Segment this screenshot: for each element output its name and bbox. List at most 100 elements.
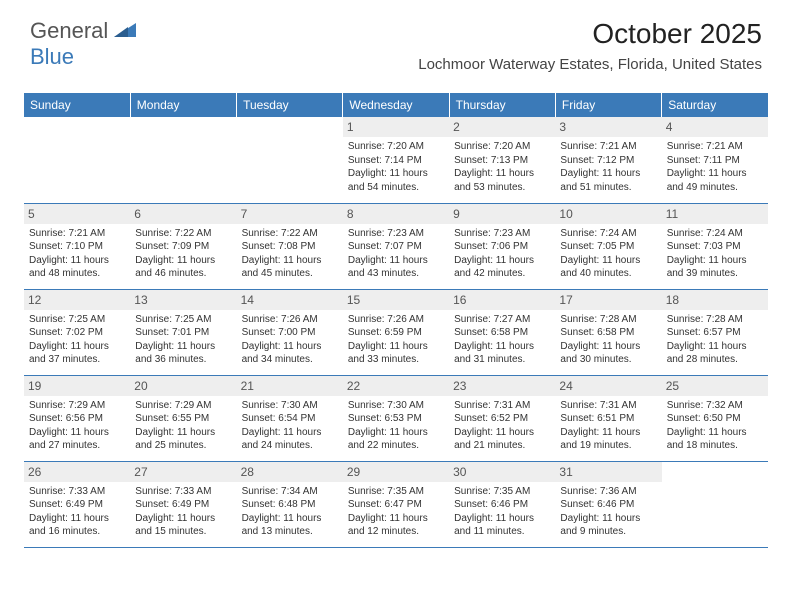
sunset-text: Sunset: 6:58 PM bbox=[560, 326, 656, 340]
calendar-row: 19 Sunrise: 7:29 AMSunset: 6:56 PM Dayligh… bbox=[24, 375, 768, 461]
calendar-cell: 26Sunrise: 7:33 AMSunset: 6:49 PMDayligh… bbox=[24, 461, 130, 547]
sunset-text: Sunset: 7:07 PM bbox=[348, 240, 444, 254]
calendar-cell: 15Sunrise: 7:26 AMSunset: 6:59 PMDayligh… bbox=[343, 289, 449, 375]
daylight-text: Daylight: 11 hours and 33 minutes. bbox=[348, 340, 444, 367]
day-number: 15 bbox=[343, 290, 449, 310]
calendar-cell: 11 Sunrise: 7:24 AMSunset: 7:03 PMDayligh… bbox=[662, 203, 768, 289]
sunset-text: Sunset: 7:01 PM bbox=[135, 326, 231, 340]
calendar-cell: 17Sunrise: 7:28 AMSunset: 6:58 PMDayligh… bbox=[555, 289, 661, 375]
daylight-text: Daylight: 11 hours and 39 minutes. bbox=[667, 254, 763, 281]
day-number: 17 bbox=[555, 290, 661, 310]
calendar-cell: 14Sunrise: 7:26 AMSunset: 7:00 PMDayligh… bbox=[237, 289, 343, 375]
calendar-cell: 1Sunrise: 7:20 AMSunset: 7:14 PMDaylight… bbox=[343, 117, 449, 203]
sunset-text: Sunset: 6:52 PM bbox=[454, 412, 550, 426]
daylight-text: Daylight: 11 hours and 15 minutes. bbox=[135, 512, 231, 539]
sunrise-text: Sunrise: 7:34 AM bbox=[242, 485, 338, 499]
calendar-row: 1Sunrise: 7:20 AMSunset: 7:14 PMDaylight… bbox=[24, 117, 768, 203]
calendar-cell: 31Sunrise: 7:36 AMSunset: 6:46 PMDayligh… bbox=[555, 461, 661, 547]
sunrise-text: Sunrise: 7:29 AM bbox=[29, 399, 125, 413]
daylight-text: Daylight: 11 hours and 42 minutes. bbox=[454, 254, 550, 281]
sunset-text: Sunset: 7:02 PM bbox=[29, 326, 125, 340]
calendar-cell: 5Sunrise: 7:21 AMSunset: 7:10 PMDaylight… bbox=[24, 203, 130, 289]
sunrise-text: Sunrise: 7:20 AM bbox=[348, 140, 444, 154]
day-number: 8 bbox=[343, 204, 449, 224]
calendar-cell: 24Sunrise: 7:31 AMSunset: 6:51 PMDayligh… bbox=[555, 375, 661, 461]
day-number: 22 bbox=[343, 376, 449, 396]
sunrise-text: Sunrise: 7:24 AM bbox=[667, 227, 763, 241]
day-number: 19 bbox=[24, 376, 130, 396]
calendar-cell: 7Sunrise: 7:22 AMSunset: 7:08 PMDaylight… bbox=[237, 203, 343, 289]
sunrise-text: Sunrise: 7:23 AM bbox=[348, 227, 444, 241]
daylight-text: Daylight: 11 hours and 28 minutes. bbox=[667, 340, 763, 367]
sunset-text: Sunset: 7:08 PM bbox=[242, 240, 338, 254]
day-header: Monday bbox=[130, 93, 236, 117]
calendar-cell: 9Sunrise: 7:23 AMSunset: 7:06 PMDaylight… bbox=[449, 203, 555, 289]
day-number: 7 bbox=[237, 204, 343, 224]
day-number: 29 bbox=[343, 462, 449, 482]
daylight-text: Daylight: 11 hours and 12 minutes. bbox=[348, 512, 444, 539]
calendar-cell: 23Sunrise: 7:31 AMSunset: 6:52 PMDayligh… bbox=[449, 375, 555, 461]
day-number: 16 bbox=[449, 290, 555, 310]
day-number: 24 bbox=[555, 376, 661, 396]
day-number: 5 bbox=[24, 204, 130, 224]
calendar-cell: 30Sunrise: 7:35 AMSunset: 6:46 PMDayligh… bbox=[449, 461, 555, 547]
header: General October 2025 Lochmoor Waterway E… bbox=[0, 0, 792, 83]
sunset-text: Sunset: 7:12 PM bbox=[560, 154, 656, 168]
sunset-text: Sunset: 7:09 PM bbox=[135, 240, 231, 254]
day-number: 9 bbox=[449, 204, 555, 224]
daylight-text: Daylight: 11 hours and 53 minutes. bbox=[454, 167, 550, 194]
daylight-text: Daylight: 11 hours and 34 minutes. bbox=[242, 340, 338, 367]
sunrise-text: Sunrise: 7:26 AM bbox=[348, 313, 444, 327]
calendar-cell: 28Sunrise: 7:34 AMSunset: 6:48 PMDayligh… bbox=[237, 461, 343, 547]
logo-text-general: General bbox=[30, 18, 108, 44]
sunrise-text: Sunrise: 7:31 AM bbox=[454, 399, 550, 413]
sunrise-text: Sunrise: 7:31 AM bbox=[560, 399, 656, 413]
sunset-text: Sunset: 6:47 PM bbox=[348, 498, 444, 512]
calendar-header-row: Sunday Monday Tuesday Wednesday Thursday… bbox=[24, 93, 768, 117]
calendar-cell: 6Sunrise: 7:22 AMSunset: 7:09 PMDaylight… bbox=[130, 203, 236, 289]
location-text: Lochmoor Waterway Estates, Florida, Unit… bbox=[418, 56, 762, 79]
day-number: 12 bbox=[24, 290, 130, 310]
daylight-text: Daylight: 11 hours and 31 minutes. bbox=[454, 340, 550, 367]
calendar-cell: 10Sunrise: 7:24 AMSunset: 7:05 PMDayligh… bbox=[555, 203, 661, 289]
sunrise-text: Sunrise: 7:26 AM bbox=[242, 313, 338, 327]
sunrise-text: Sunrise: 7:21 AM bbox=[667, 140, 763, 154]
day-number: 26 bbox=[24, 462, 130, 482]
daylight-text: Daylight: 11 hours and 19 minutes. bbox=[560, 426, 656, 453]
calendar-cell: 4Sunrise: 7:21 AMSunset: 7:11 PMDaylight… bbox=[662, 117, 768, 203]
day-number: 11 bbox=[662, 204, 768, 224]
daylight-text: Daylight: 11 hours and 49 minutes. bbox=[667, 167, 763, 194]
sunset-text: Sunset: 6:56 PM bbox=[29, 412, 125, 426]
day-number: 25 bbox=[662, 376, 768, 396]
day-header: Friday bbox=[555, 93, 661, 117]
sunrise-text: Sunrise: 7:35 AM bbox=[454, 485, 550, 499]
calendar-cell bbox=[662, 461, 768, 547]
day-number: 2 bbox=[449, 117, 555, 137]
daylight-text: Daylight: 11 hours and 43 minutes. bbox=[348, 254, 444, 281]
sunset-text: Sunset: 6:55 PM bbox=[135, 412, 231, 426]
calendar-cell: 12Sunrise: 7:25 AMSunset: 7:02 PMDayligh… bbox=[24, 289, 130, 375]
sunrise-text: Sunrise: 7:30 AM bbox=[242, 399, 338, 413]
sunset-text: Sunset: 7:03 PM bbox=[667, 240, 763, 254]
day-number: 13 bbox=[130, 290, 236, 310]
title-block: October 2025 Lochmoor Waterway Estates, … bbox=[418, 18, 762, 79]
calendar-cell: 3Sunrise: 7:21 AMSunset: 7:12 PMDaylight… bbox=[555, 117, 661, 203]
day-number: 23 bbox=[449, 376, 555, 396]
logo-triangle-icon bbox=[114, 21, 136, 42]
calendar-cell: 8 Sunrise: 7:23 AMSunset: 7:07 PMDaylight… bbox=[343, 203, 449, 289]
sunset-text: Sunset: 7:10 PM bbox=[29, 240, 125, 254]
sunrise-text: Sunrise: 7:25 AM bbox=[29, 313, 125, 327]
day-number: 31 bbox=[555, 462, 661, 482]
daylight-text: Daylight: 11 hours and 25 minutes. bbox=[135, 426, 231, 453]
sunrise-text: Sunrise: 7:21 AM bbox=[29, 227, 125, 241]
calendar-table: Sunday Monday Tuesday Wednesday Thursday… bbox=[24, 93, 768, 548]
sunrise-text: Sunrise: 7:27 AM bbox=[454, 313, 550, 327]
day-number: 28 bbox=[237, 462, 343, 482]
sunset-text: Sunset: 7:13 PM bbox=[454, 154, 550, 168]
day-number: 27 bbox=[130, 462, 236, 482]
daylight-text: Daylight: 11 hours and 40 minutes. bbox=[560, 254, 656, 281]
day-number: 18 bbox=[662, 290, 768, 310]
sunset-text: Sunset: 6:54 PM bbox=[242, 412, 338, 426]
sunrise-text: Sunrise: 7:28 AM bbox=[667, 313, 763, 327]
calendar-cell: 18Sunrise: 7:28 AMSunset: 6:57 PMDayligh… bbox=[662, 289, 768, 375]
